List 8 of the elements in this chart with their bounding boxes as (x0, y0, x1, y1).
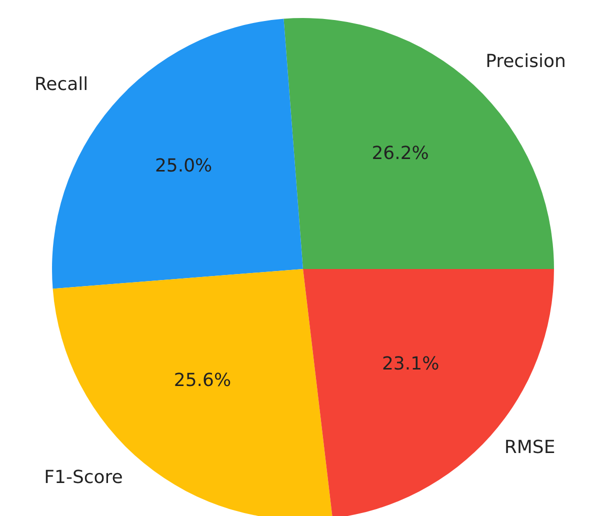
slice-label: Precision (486, 50, 566, 72)
slice-label: F1-Score (44, 466, 123, 488)
data-label: 25.0% (154, 156, 212, 177)
data-label: 25.6% (174, 370, 232, 391)
data-label: 23.1% (382, 354, 440, 375)
slice-label: RMSE (504, 436, 556, 458)
slice-label: Recall (34, 74, 88, 96)
data-label: 26.2% (372, 142, 429, 164)
